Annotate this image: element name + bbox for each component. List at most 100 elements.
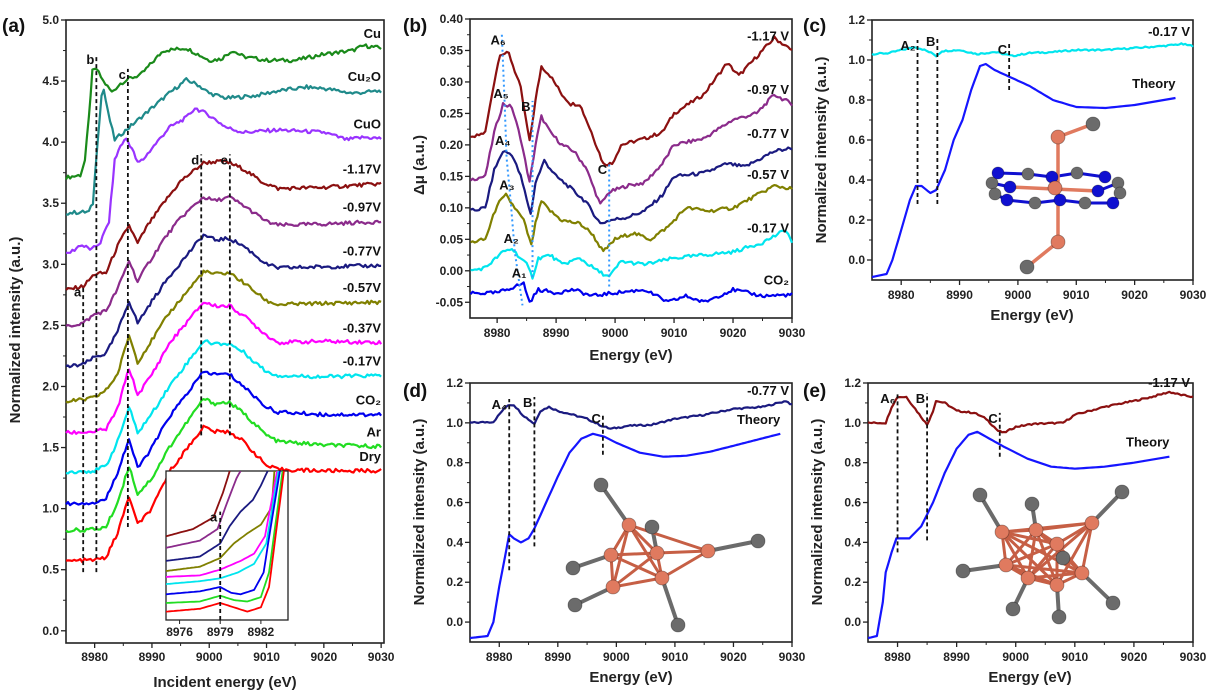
series-line [871, 62, 1176, 279]
guide-label: b [86, 52, 94, 67]
series-line [66, 107, 382, 254]
series-label: -0.57V [343, 280, 382, 295]
y-tick-label: 4.0 [42, 135, 59, 149]
nitrogen-atom [991, 166, 1005, 180]
series-label: Theory [1132, 76, 1176, 91]
carbon-atom [567, 597, 583, 613]
x-tick-label: 9030 [1180, 650, 1207, 664]
bond [655, 549, 710, 555]
x-tick-label: 9000 [1005, 288, 1032, 302]
series-line [469, 400, 792, 430]
y-tick-label: 1.0 [446, 416, 463, 430]
bond [961, 563, 1008, 573]
y-tick-label: 1.0 [844, 416, 861, 430]
guide-label: C [598, 162, 608, 177]
x-tick-label: 9030 [779, 650, 806, 664]
series-label: -0.77 V [747, 383, 789, 398]
y-tick-label: 1.0 [42, 502, 59, 516]
x-axis-title: Energy (eV) [988, 669, 1071, 686]
inset-series-line [166, 471, 276, 572]
guide-label: B [916, 391, 925, 406]
inset-chart: 8976 8979 8982 a [165, 470, 289, 639]
y-tick-label: 0.8 [446, 456, 463, 470]
copper-atom [1047, 180, 1063, 196]
y-tick-label: 0.20 [440, 138, 464, 152]
x-tick-label: 9010 [661, 326, 688, 340]
bond [599, 483, 631, 527]
y-tick-label: 2.0 [42, 379, 59, 393]
series-label: -1.17 V [1148, 375, 1190, 390]
carbon-atom [644, 519, 660, 535]
y-tick-label: 0.4 [446, 535, 463, 549]
x-tick-label: 9000 [603, 650, 630, 664]
series-line [65, 397, 382, 533]
series-line [871, 42, 1194, 58]
x-tick-label: 9000 [196, 650, 223, 664]
y-tick-label: 0.05 [440, 232, 464, 246]
bond [627, 523, 710, 553]
y-tick-label: 0.4 [848, 173, 865, 187]
copper-atom [603, 547, 619, 563]
guide-label: a [74, 284, 82, 299]
y-tick-label: 0.6 [848, 133, 865, 147]
x-axis-title: Energy (eV) [990, 307, 1073, 324]
carbon-atom [1024, 496, 1040, 512]
y-tick-label: 0.10 [440, 201, 464, 215]
copper-atom [998, 557, 1014, 573]
panel-letter: (b) [403, 16, 427, 37]
inset-x-tick-label: 8979 [207, 625, 234, 639]
carbon-atom [1078, 196, 1092, 210]
panel-letter: (e) [803, 381, 826, 402]
y-tick-label: 2.5 [42, 318, 59, 332]
series-line [867, 390, 1194, 434]
copper-atom [1049, 577, 1065, 593]
x-tick-label: 8990 [544, 650, 571, 664]
bond [978, 493, 1004, 534]
x-axis-title: Energy (eV) [589, 669, 672, 686]
bond [1080, 571, 1115, 605]
series-line [65, 77, 382, 216]
x-tick-label: 9010 [1061, 650, 1088, 664]
y-axis-title: Normalized intensity (a.u.) [813, 57, 830, 244]
y-tick-label: 0.30 [440, 75, 464, 89]
inset-series-line [166, 471, 280, 585]
guide-label: B [521, 99, 530, 114]
bond [611, 551, 659, 589]
x-tick-label: 9010 [1063, 288, 1090, 302]
copper-atom [1020, 570, 1036, 586]
series-label: -0.77 V [747, 126, 789, 141]
series-line [65, 301, 383, 435]
x-tick-label: 8990 [946, 288, 973, 302]
guide-label: c [119, 67, 126, 82]
nitrogen-atom [1053, 193, 1067, 207]
bond [660, 549, 710, 580]
bond [1034, 521, 1094, 532]
y-tick-label: 1.0 [848, 53, 865, 67]
y-tick-label: 0.6 [844, 496, 861, 510]
bond [1004, 563, 1084, 575]
plot-frame [65, 19, 385, 644]
copper-atom [1074, 565, 1090, 581]
carbon-atom [1105, 595, 1121, 611]
copper-atom [621, 517, 637, 533]
y-tick-label: 1.2 [844, 376, 861, 390]
copper-atom [649, 545, 665, 561]
y-tick-label: 0.2 [844, 575, 861, 589]
series-line [469, 281, 793, 303]
panel-c: (c) 8980 8990 9000 9010 9020 9030 0.0 0.2 0.4 0.6 0… [803, 13, 1207, 324]
series-line [65, 339, 382, 475]
x-axis-title: Energy (eV) [589, 347, 672, 364]
bond [573, 585, 615, 607]
carbon-atom [670, 617, 686, 633]
series-line [65, 269, 382, 404]
carbon-atom [972, 487, 988, 503]
inset-guide-label: a [210, 510, 218, 525]
x-tick-label: 8980 [888, 288, 915, 302]
y-axis-title: Normalized intensity (a.u.) [7, 237, 24, 424]
copper-atom [1050, 129, 1066, 145]
series-label: Theory [1126, 435, 1170, 450]
x-tick-label: 9030 [779, 326, 806, 340]
bond [1026, 571, 1084, 580]
guide-label: A₆ [880, 391, 895, 406]
